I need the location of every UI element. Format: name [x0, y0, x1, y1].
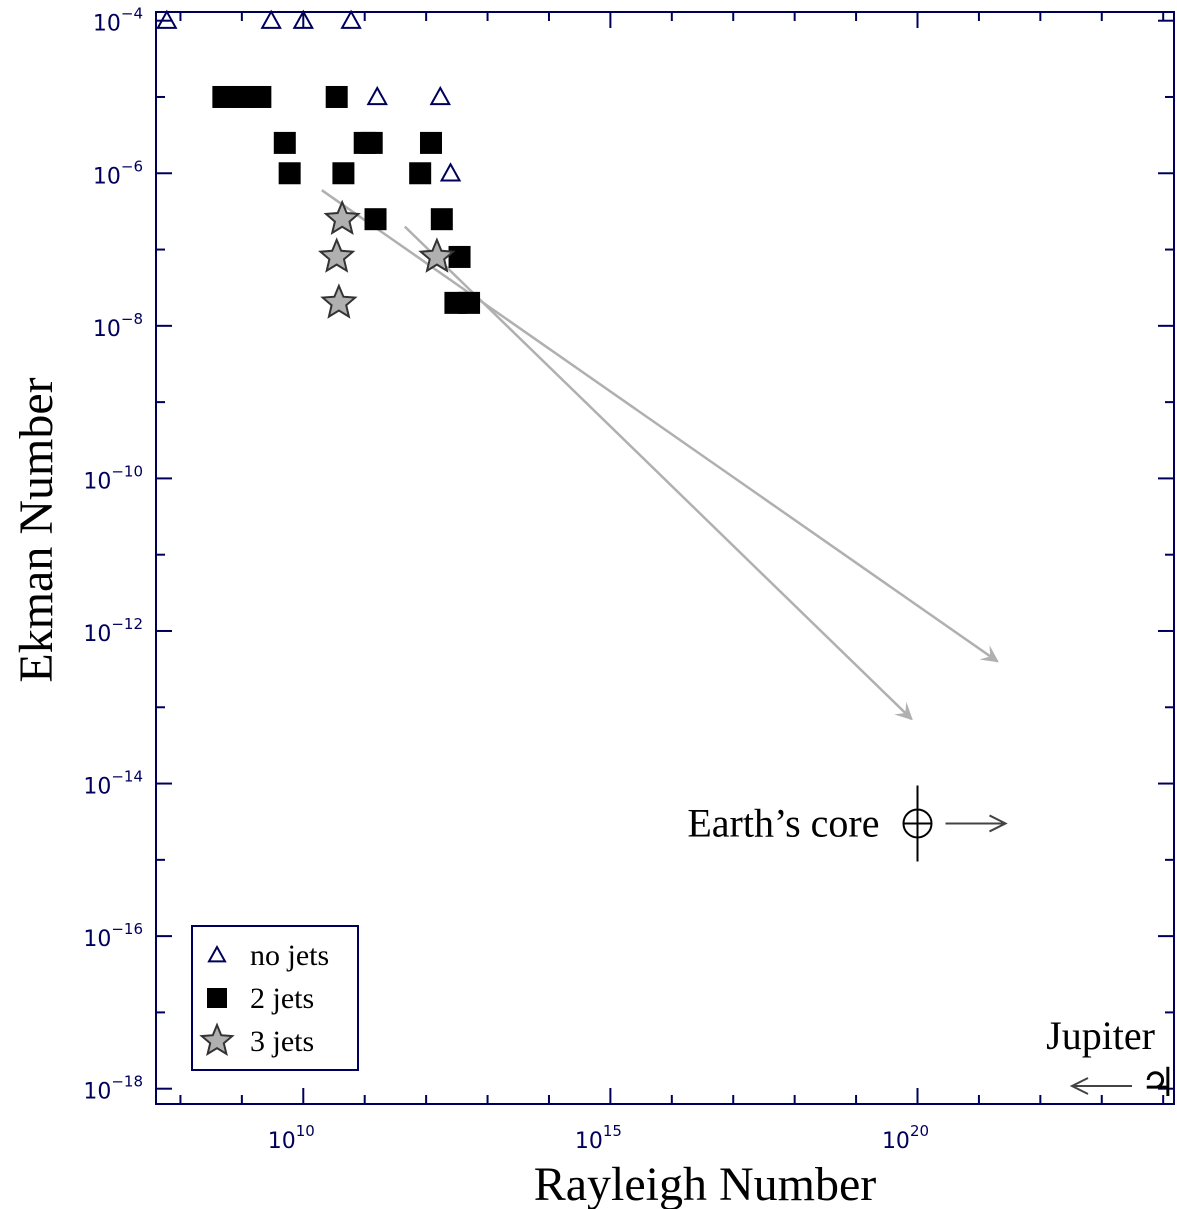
data-point-triangle	[366, 85, 388, 106]
y-tick-label: 10−16	[83, 920, 143, 952]
data-point-square	[458, 291, 481, 314]
trend-arrow	[321, 189, 999, 663]
data-point-square	[430, 208, 453, 231]
data-point-square	[364, 208, 387, 231]
x-tick-label: 1015	[575, 1122, 622, 1154]
data-point-square	[448, 245, 471, 268]
data-point-triangle	[156, 9, 178, 29]
data-point-square	[325, 85, 348, 108]
jupiter-left-arrow	[1069, 1077, 1089, 1095]
data-point-star	[320, 283, 358, 319]
data-point-square	[360, 131, 383, 154]
jupiter-label: Jupiter	[1046, 1013, 1155, 1058]
data-point-triangle	[340, 9, 362, 29]
data-point-triangle	[292, 9, 314, 29]
legend-entry-label: 3 jets	[250, 1025, 314, 1058]
y-tick-label: 10−18	[83, 1073, 143, 1105]
data-point-triangle	[429, 85, 451, 106]
x-axis-title: Rayleigh Number	[534, 1158, 877, 1209]
x-tick-label: 1010	[268, 1122, 315, 1154]
earth-core-label: Earth’s core	[687, 800, 879, 845]
y-tick-label: 10−4	[93, 5, 143, 37]
legend-marker-square	[207, 988, 227, 1008]
x-tick-label: 1020	[882, 1122, 929, 1154]
legend-entry-label: no jets	[250, 939, 329, 972]
data-point-star	[323, 199, 361, 236]
data-point-square	[249, 85, 272, 108]
plot-frame	[155, 11, 1175, 1105]
y-tick-label: 10−14	[83, 768, 143, 800]
y-axis-title: Ekman Number	[10, 377, 63, 682]
trend-arrow	[403, 225, 913, 721]
y-tick-label: 10−10	[83, 462, 143, 494]
data-point-triangle	[439, 162, 462, 182]
y-tick-label: 10−12	[83, 615, 143, 647]
data-point-triangle	[260, 9, 282, 29]
data-point-square	[230, 85, 253, 108]
data-point-square	[419, 131, 442, 154]
jupiter-symbol-icon: ♃	[1140, 1060, 1176, 1105]
data-point-square	[273, 131, 296, 154]
data-point-square	[212, 85, 235, 108]
legend-marker-star	[199, 1022, 235, 1057]
legend-entry-label: 2 jets	[250, 982, 314, 1015]
legend-marker-triangle	[207, 944, 227, 963]
y-tick-label: 10−8	[93, 310, 143, 342]
data-point-square	[278, 162, 301, 185]
y-tick-label: 10−6	[93, 157, 143, 189]
earth-right-arrow	[989, 814, 1008, 833]
data-point-star	[318, 237, 356, 273]
data-point-square	[409, 162, 432, 185]
data-point-star	[418, 237, 456, 273]
data-point-square	[332, 162, 355, 185]
